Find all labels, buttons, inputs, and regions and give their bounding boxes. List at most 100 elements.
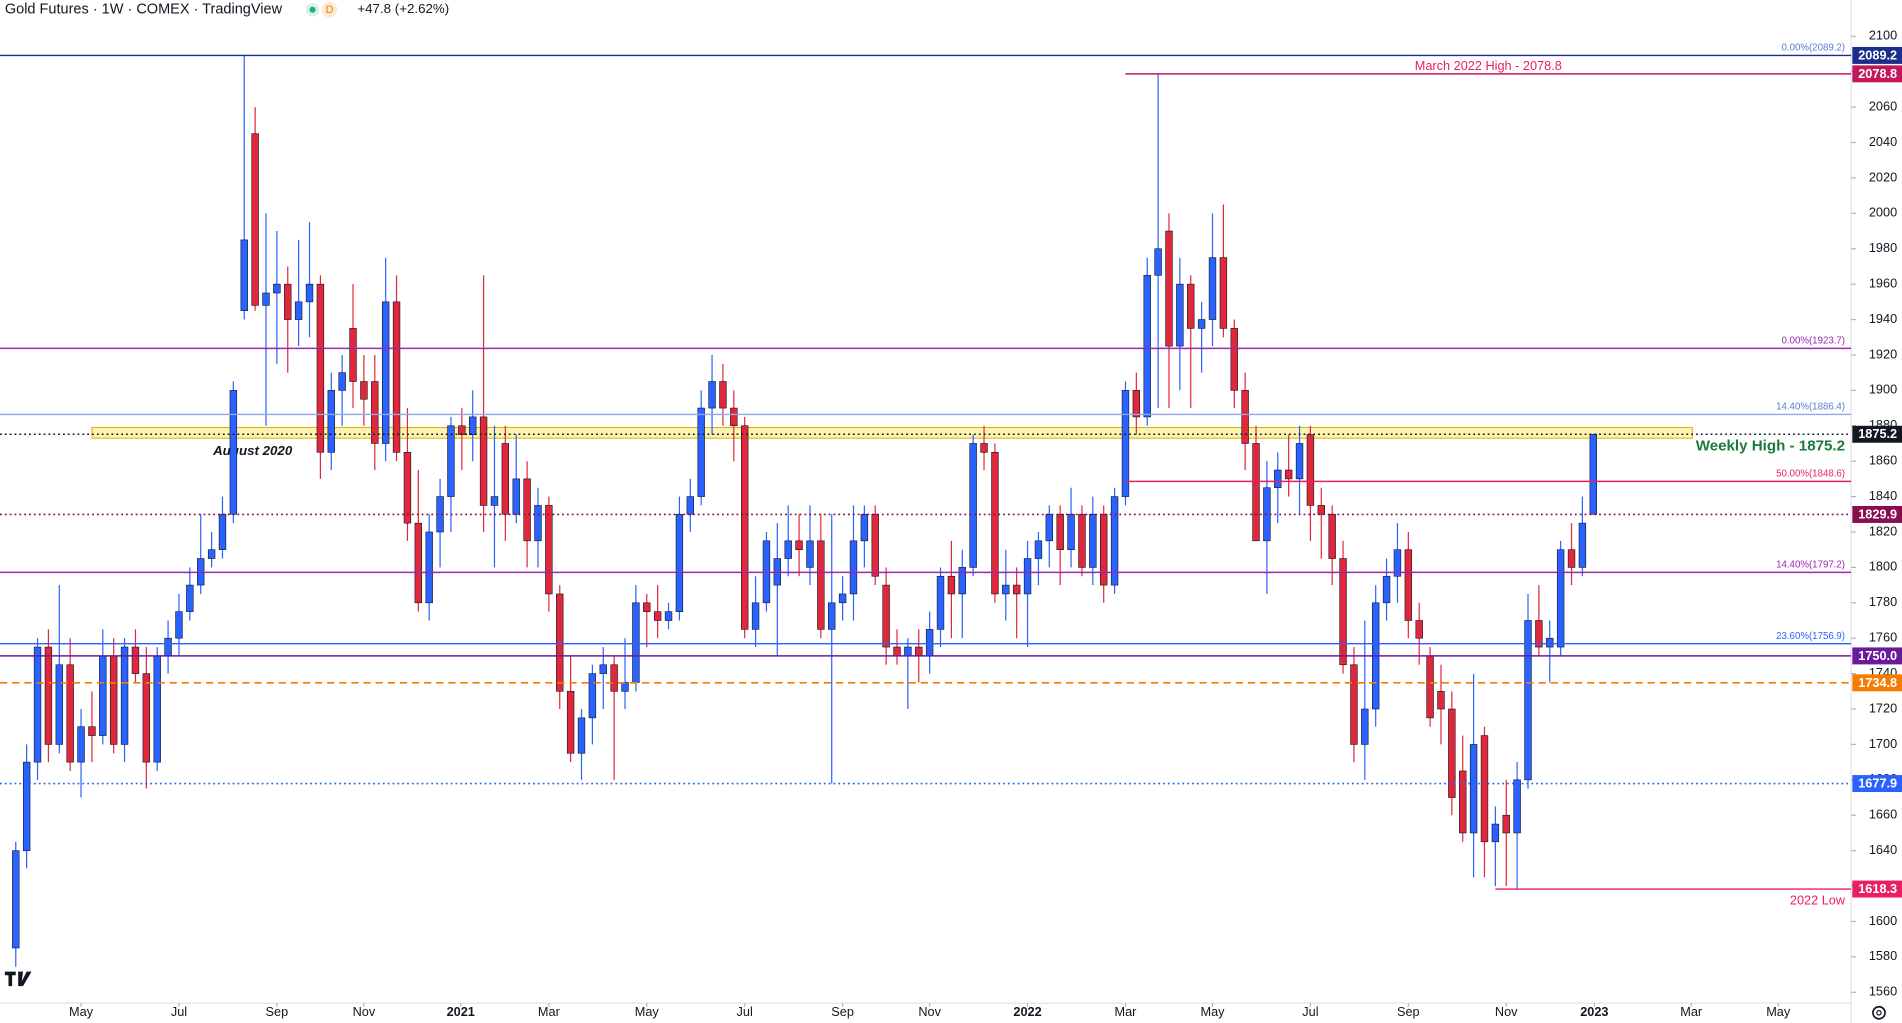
- plot-area: August 2020 0.00%(2089.2) March 2022 High …: [0, 43, 1852, 972]
- candle-body: [751, 602, 760, 630]
- candle-body: [599, 664, 607, 674]
- candle-body: [88, 726, 96, 736]
- x-tick-label: 2022: [1013, 1004, 1041, 1019]
- candle-body: [947, 575, 956, 595]
- y-tick-label: 1900: [1869, 382, 1897, 397]
- candle-body: [904, 646, 912, 657]
- candle-body: [458, 425, 466, 435]
- candle-body: [925, 629, 934, 657]
- x-tick-label: Mar: [1680, 1004, 1703, 1019]
- candle-body: [22, 761, 31, 851]
- price-tag: 2089.2: [1858, 47, 1897, 62]
- candle-body: [284, 283, 292, 320]
- candle-body: [1437, 691, 1445, 710]
- x-tick-label: Mar: [1115, 1004, 1138, 1019]
- candle-body: [534, 505, 542, 542]
- candle-body: [708, 381, 716, 409]
- candle-body: [1023, 558, 1032, 595]
- candle-body: [686, 496, 694, 515]
- candle-body: [871, 513, 879, 577]
- x-tick-label: Sep: [831, 1004, 854, 1019]
- candle-body: [588, 673, 597, 719]
- candle-body: [99, 655, 107, 736]
- badge-circle: [321, 1, 338, 18]
- price-tag: 1750.0: [1858, 648, 1897, 663]
- candle-body: [1263, 487, 1271, 542]
- badge: D: [326, 4, 334, 16]
- price-tag-bg: [1852, 46, 1902, 64]
- level-note: 23.60%(1756.9): [1776, 631, 1845, 642]
- candle-body: [120, 646, 129, 745]
- candle-body: [1045, 513, 1054, 542]
- candle-body: [66, 664, 74, 763]
- candle-body: [1404, 549, 1413, 621]
- y-tick-label: 1940: [1869, 311, 1897, 326]
- symbol-title: Gold Futures · 1W · COMEX · TradingView: [5, 2, 283, 18]
- x-tick-label: Sep: [1397, 1004, 1420, 1019]
- candle-body: [1176, 283, 1184, 347]
- candle-body: [1480, 735, 1489, 843]
- level-note: 14.40%(1886.4): [1776, 402, 1845, 413]
- status-dot-core: [309, 6, 316, 13]
- x-tick-label: Jul: [171, 1004, 187, 1019]
- candle-body: [490, 496, 499, 506]
- level-note: 14.40%(1797.2): [1776, 560, 1845, 571]
- y-tick-label: 1640: [1869, 842, 1897, 857]
- x-tick-label: Mar: [538, 1004, 561, 1019]
- candle-body: [1219, 257, 1228, 329]
- y-tick-label: 1560: [1869, 984, 1897, 999]
- candle-body: [849, 540, 858, 595]
- settings-icon[interactable]: [1872, 1005, 1886, 1020]
- candle-body: [381, 301, 390, 444]
- candle-body: [1448, 708, 1456, 798]
- x-tick-label: May: [69, 1004, 94, 1019]
- y-tick-label: 1840: [1869, 488, 1897, 503]
- price-tag: 2078.8: [1858, 66, 1897, 81]
- candle-body: [371, 381, 379, 444]
- candle-body: [1567, 549, 1576, 568]
- candle-body: [632, 602, 640, 683]
- y-tick-label: 1920: [1869, 346, 1897, 361]
- candle-body: [621, 682, 629, 692]
- gear[interactable]: [1872, 1005, 1886, 1020]
- candle-body: [523, 478, 531, 542]
- candle-body: [1089, 513, 1097, 568]
- candle-body: [784, 540, 792, 559]
- price-tag: 1677.9: [1858, 776, 1897, 791]
- support-zone: [91, 427, 1693, 439]
- x-tick-label: May: [635, 1004, 660, 1019]
- candle-body: [1415, 620, 1423, 639]
- candle-body: [425, 531, 433, 604]
- price-tag: 1734.8: [1858, 675, 1897, 690]
- candle-body: [1110, 496, 1119, 586]
- candle-body: [1100, 513, 1108, 586]
- candle-body: [229, 390, 238, 515]
- candle-body: [795, 540, 803, 550]
- candle-body: [469, 416, 477, 435]
- level-note: 0.00%(2089.2): [1781, 43, 1845, 54]
- candle-body: [1002, 584, 1010, 595]
- x-tick-label: Nov: [1495, 1004, 1518, 1019]
- level-note: 0.00%(1923.7): [1781, 336, 1845, 347]
- candle-body: [403, 452, 412, 524]
- x-tick-label: Nov: [918, 1004, 941, 1019]
- candle-body: [991, 452, 999, 595]
- y-tick-label: 1960: [1869, 276, 1897, 291]
- y-tick-label: 1700: [1869, 736, 1897, 751]
- header: Gold Futures · 1W · COMEX · TradingView …: [5, 1, 449, 18]
- candle-body: [980, 443, 988, 453]
- candle-body: [817, 540, 825, 630]
- candle-body: [610, 664, 618, 692]
- candle-body: [697, 407, 705, 497]
- y-tick-label: 1780: [1869, 594, 1897, 609]
- candle-body: [1187, 283, 1195, 329]
- level-note: March 2022 High - 2078.8: [1415, 58, 1562, 73]
- y-tick-label: 1860: [1869, 453, 1897, 468]
- candle-body: [1121, 390, 1130, 497]
- candle-body: [828, 602, 836, 630]
- candle-body: [327, 390, 335, 453]
- candle-body: [1241, 390, 1249, 444]
